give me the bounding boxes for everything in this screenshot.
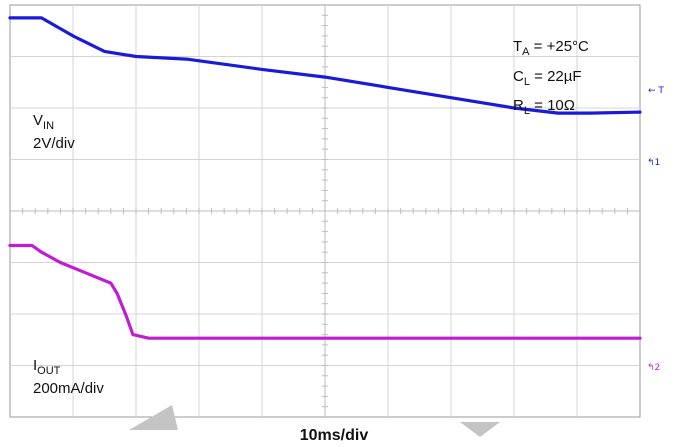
- trace-iout: [8, 243, 642, 340]
- ch2-marker: ↰2: [647, 363, 660, 373]
- iout-scale-label: 200mA/div: [33, 380, 104, 397]
- trigger-marker: ← T: [648, 86, 664, 96]
- ch1-marker: ↰1: [647, 158, 660, 168]
- temperature-annotation: TA = +25°C: [513, 38, 589, 58]
- vin-scale-label: 2V/div: [33, 135, 75, 152]
- vin-channel-label: VIN: [33, 112, 54, 132]
- capacitance-annotation: CL = 22µF: [513, 68, 582, 88]
- traces: [8, 16, 642, 340]
- right-arrow-icon: [460, 422, 500, 437]
- resistance-annotation: RL = 10Ω: [513, 97, 575, 117]
- grid: [10, 5, 640, 417]
- trace-vin: [8, 16, 642, 115]
- iout-channel-label: IOUT: [33, 357, 61, 377]
- x-axis-label: 10ms/div: [300, 427, 369, 444]
- left-arrow-icon: [129, 405, 178, 430]
